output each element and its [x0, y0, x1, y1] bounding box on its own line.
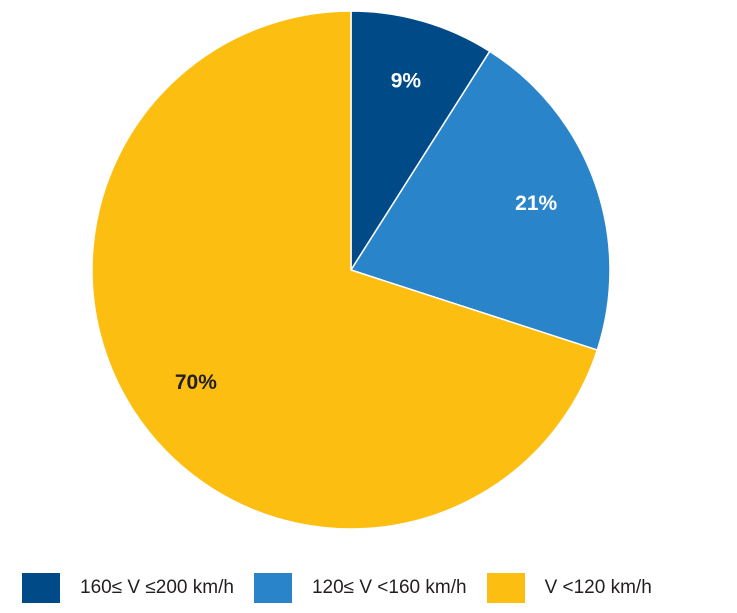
- legend-swatch-160-200: [22, 573, 60, 603]
- chart-legend: 160≤ V ≤200 km/h 120≤ V <160 km/h V <120…: [22, 573, 652, 603]
- pie-slice-160-200: [350, 10, 491, 271]
- legend-item-160-200: 160≤ V ≤200 km/h: [22, 573, 234, 603]
- legend-label-below-120: V <120 km/h: [544, 577, 652, 598]
- legend-item-120-160: 120≤ V <160 km/h: [253, 573, 467, 603]
- legend-swatch-120-160: [253, 573, 292, 603]
- slice-value-label-160-200: 9%: [391, 70, 422, 93]
- pie-slice-below-120: [91, 10, 599, 530]
- slice-value-label-below-120: 70%: [175, 371, 217, 394]
- pie-slice-120-160: [350, 50, 611, 351]
- legend-label-160-200: 160≤ V ≤200 km/h: [80, 577, 234, 598]
- legend-label-120-160: 120≤ V <160 km/h: [311, 577, 467, 598]
- legend-swatch-below-120: [486, 573, 525, 603]
- pie-chart: 9% 21% 70%: [91, 10, 611, 530]
- slice-value-label-120-160: 21%: [515, 192, 557, 215]
- legend-item-below-120: V <120 km/h: [486, 573, 652, 603]
